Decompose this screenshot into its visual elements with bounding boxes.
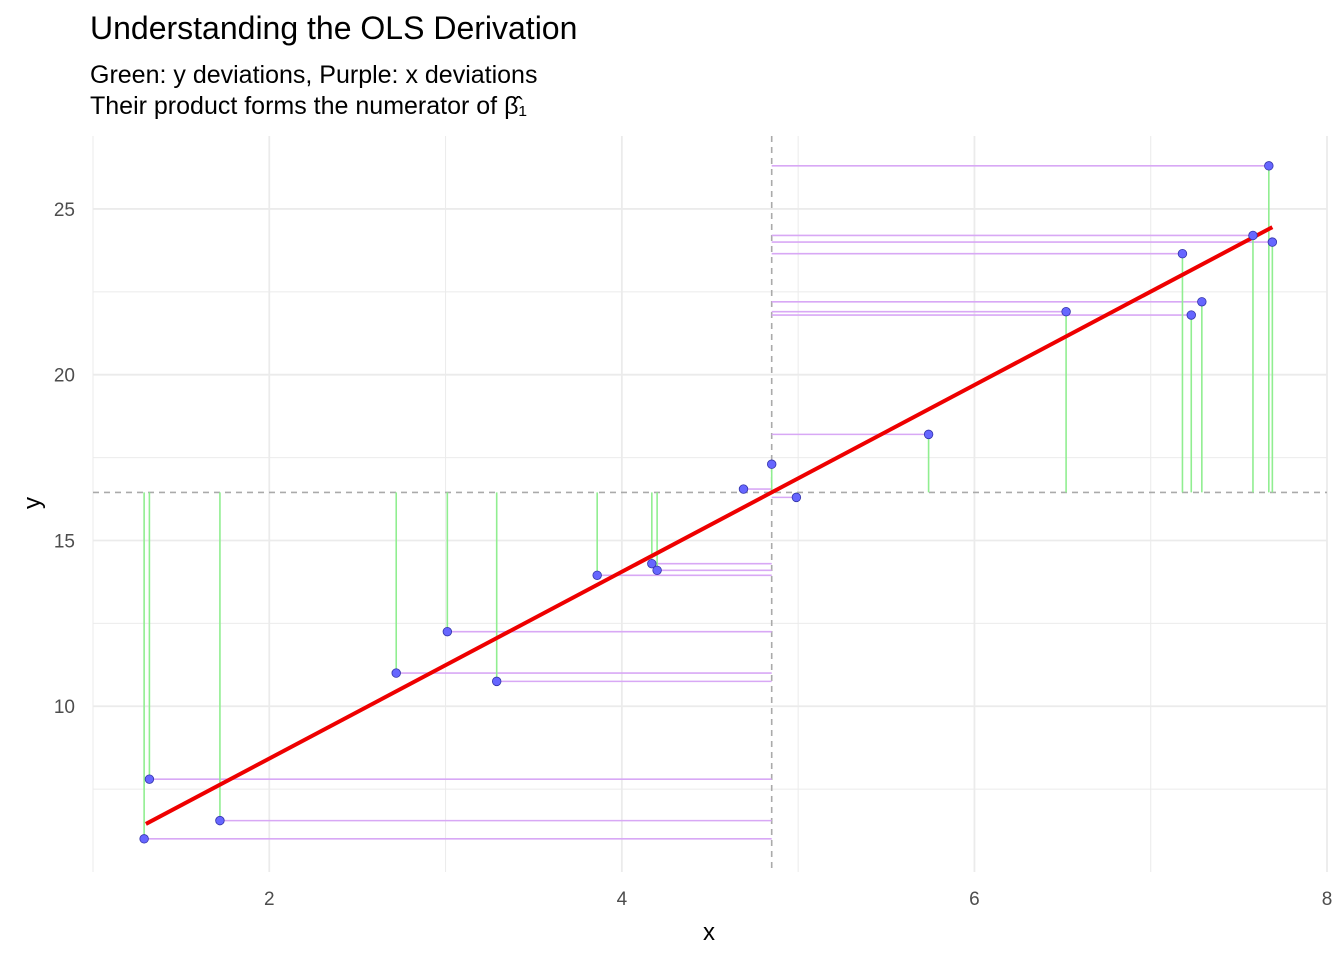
data-point-6	[592, 570, 602, 580]
x-tick-labels: 2 4 6 8	[264, 889, 1332, 910]
y-tick-label-3: 25	[54, 200, 75, 221]
data-points	[139, 161, 1278, 844]
subtitle-line-1: Green: y deviations, Purple: x deviation…	[90, 61, 538, 89]
data-point-1	[144, 774, 155, 784]
data-point-14	[1177, 248, 1188, 259]
y-tick-label-2: 20	[54, 366, 75, 387]
chart-subtitle: Green: y deviations, Purple: x deviation…	[90, 60, 537, 122]
data-point-9	[738, 484, 749, 494]
data-point-15	[1186, 310, 1196, 320]
chart-title: Understanding the OLS Derivation	[90, 10, 578, 46]
data-point-4	[442, 626, 453, 637]
data-point-13	[1061, 307, 1071, 317]
x-tick-label-3: 8	[1322, 889, 1333, 910]
data-point-16	[1197, 297, 1207, 307]
data-point-5	[491, 676, 502, 687]
subtitle-line-2: Their product forms the numerator of β̂₁	[90, 92, 527, 120]
data-point-19	[1267, 237, 1278, 247]
y-tick-label-0: 10	[54, 697, 75, 718]
y-axis-label: y	[19, 497, 46, 509]
data-point-11	[791, 492, 802, 503]
mean-lines	[93, 136, 1327, 872]
y-deviation-segments	[143, 165, 1274, 839]
y-tick-label-1: 15	[54, 531, 75, 552]
data-point-17	[1248, 230, 1258, 241]
grid-minor	[92, 136, 1327, 872]
regression-line-group	[144, 225, 1274, 826]
x-tick-label-2: 6	[969, 889, 980, 910]
data-point-3	[391, 668, 401, 678]
x-tick-label-1: 4	[617, 889, 628, 910]
x-axis-label: x	[703, 919, 715, 946]
y-tick-labels: 10 15 20 25	[54, 200, 75, 718]
x-tick-label-0: 2	[264, 889, 275, 910]
data-point-10	[767, 459, 777, 469]
data-point-7	[647, 558, 657, 569]
regression-line	[144, 225, 1274, 826]
data-point-2	[215, 815, 225, 826]
data-point-0	[139, 834, 149, 844]
grid-major	[93, 136, 1328, 872]
x-deviation-segments	[144, 165, 1273, 840]
data-point-18	[1264, 161, 1274, 171]
data-point-12	[923, 429, 934, 440]
data-point-8	[652, 565, 662, 576]
